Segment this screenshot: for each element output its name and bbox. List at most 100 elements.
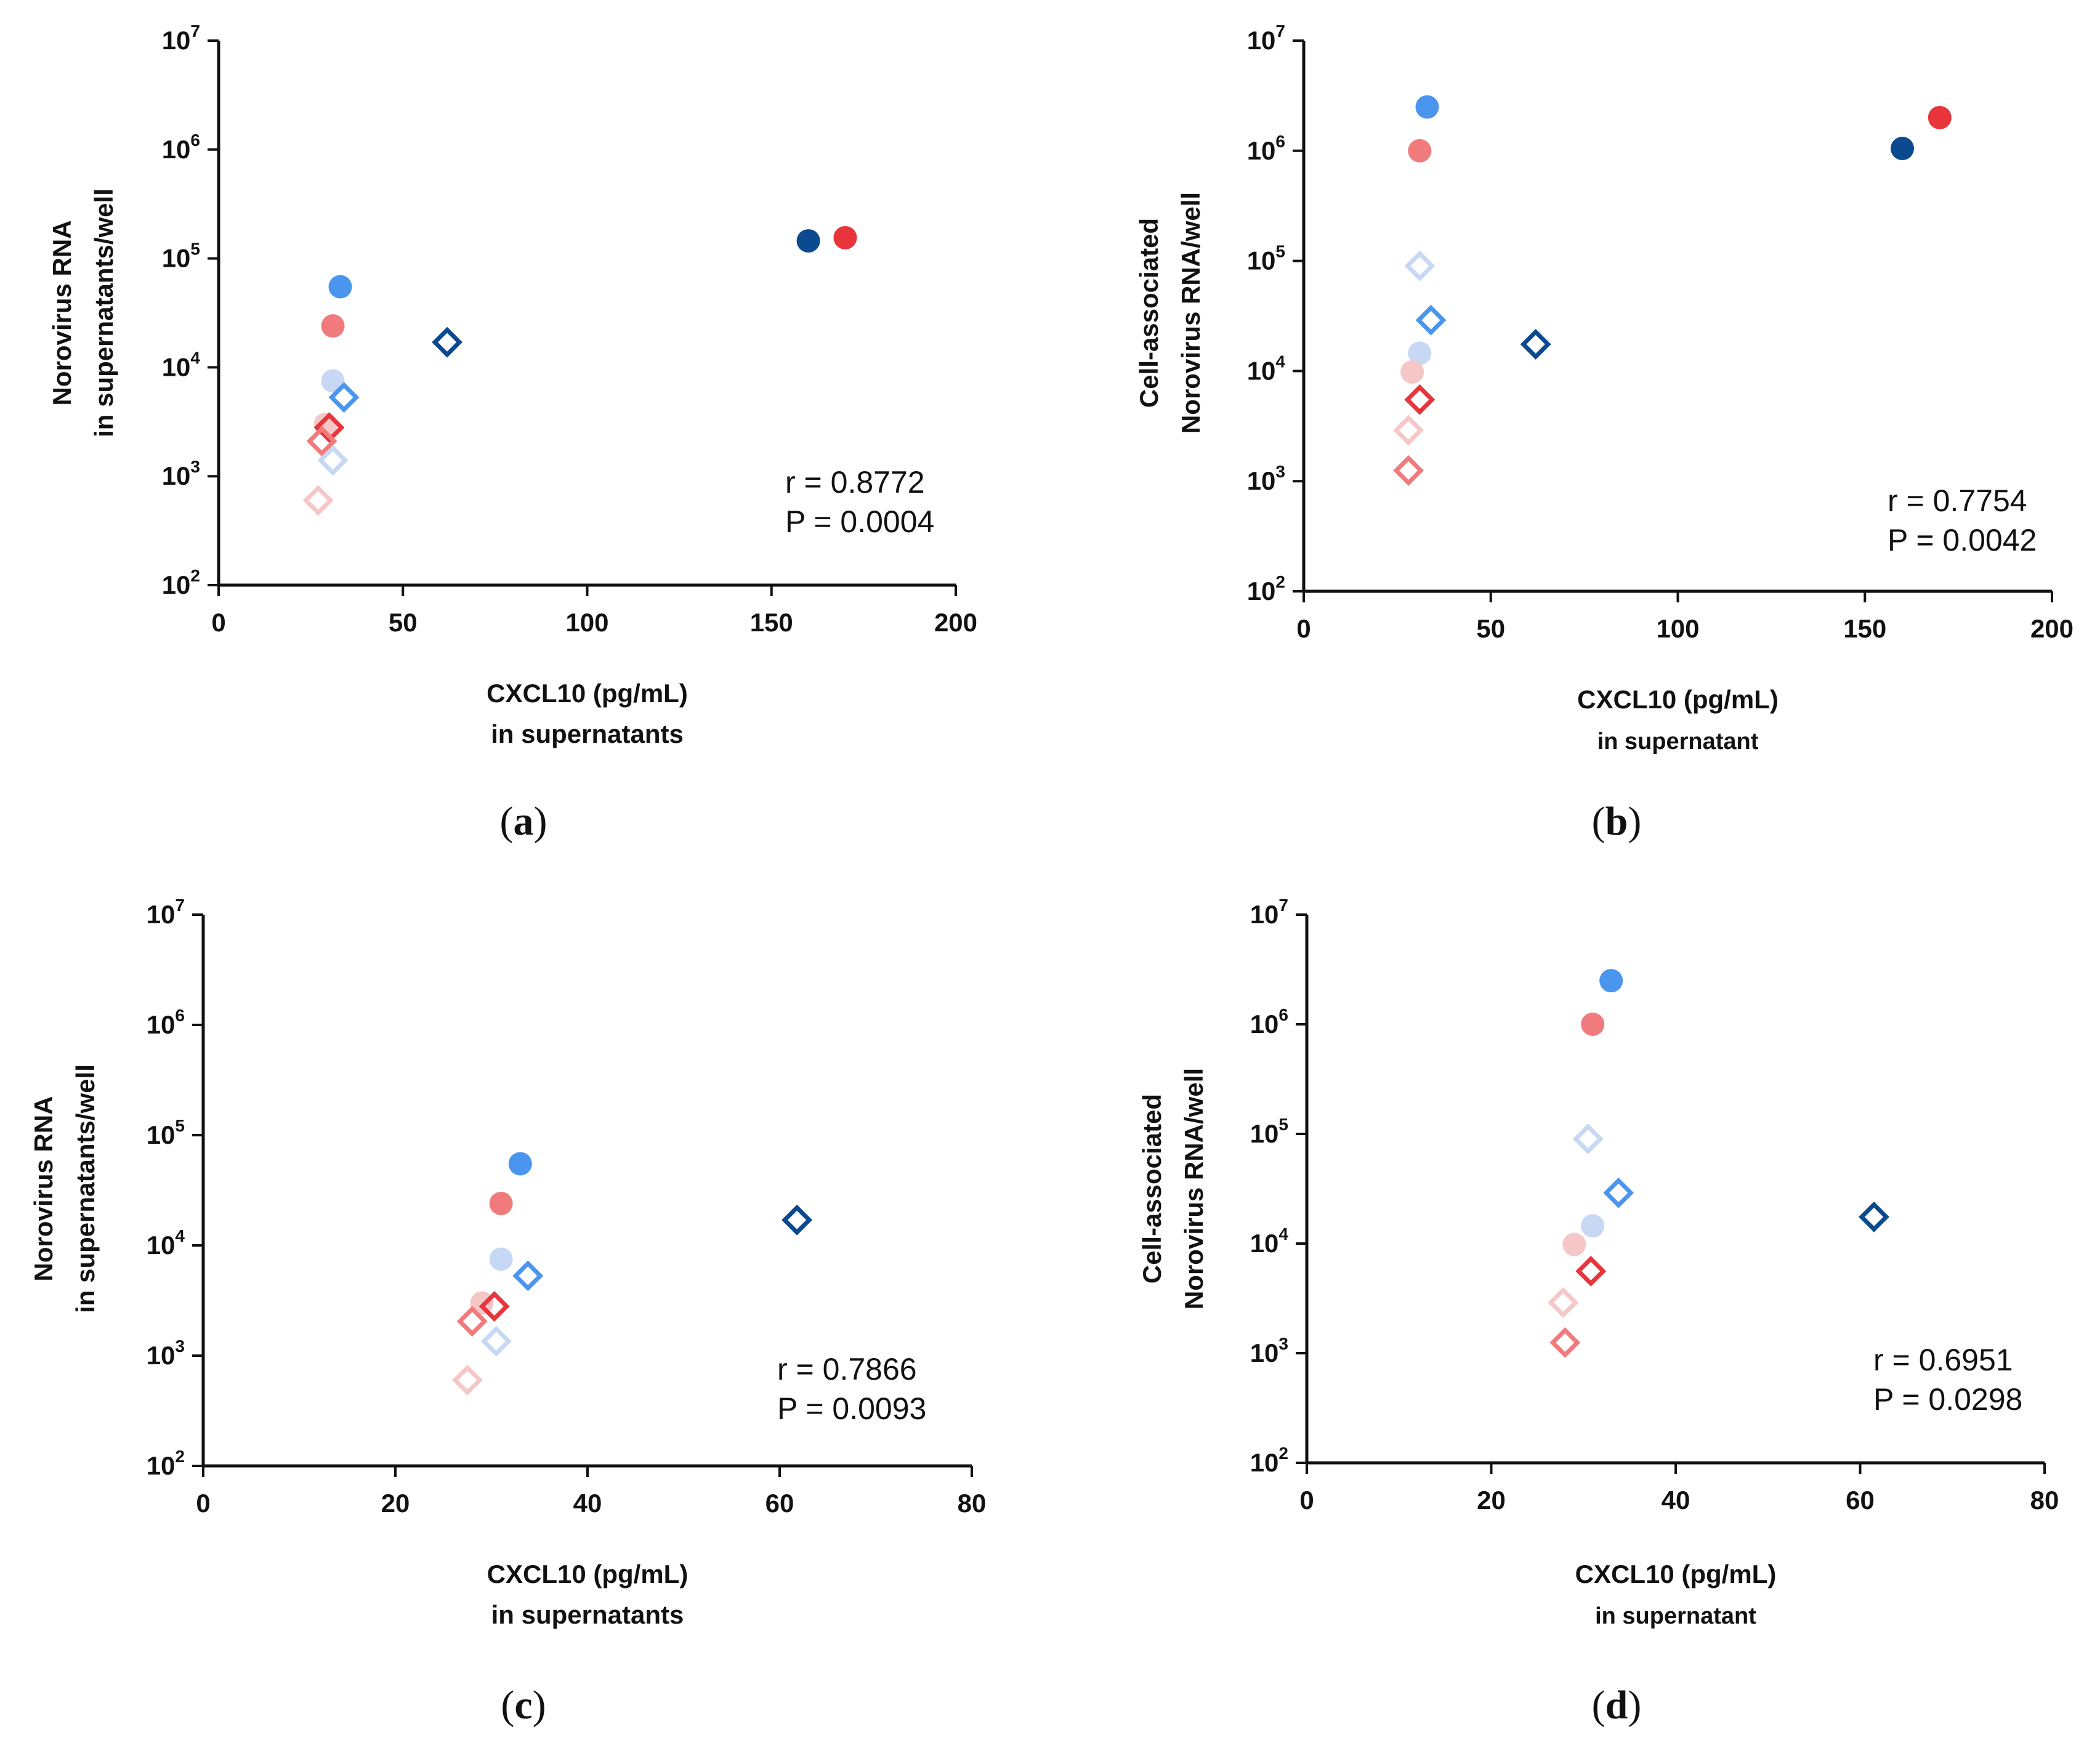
y-tick-label: 107 (162, 22, 200, 55)
data-point-diamond (313, 412, 345, 443)
data-point-diamond (1393, 455, 1424, 486)
data-point-circle (1408, 341, 1432, 365)
x-tick-label: 100 (1656, 614, 1699, 643)
data-point-diamond (317, 445, 349, 476)
y-tick-label: 106 (147, 1006, 185, 1039)
data-point-diamond (452, 1364, 483, 1396)
correlation-r-label: r = 0.8772 (785, 465, 925, 500)
y-tick-label: 106 (1247, 132, 1285, 165)
correlation-r-label: r = 0.7754 (1888, 484, 2027, 518)
chart-panel-a: 0 50 100 150 200 102 103 104 105 106 107 Norovirus … (47, 22, 977, 844)
y-tick-label: 106 (1250, 1005, 1288, 1038)
data-point-diamond (480, 1325, 512, 1357)
data-point-circle (1581, 1013, 1605, 1036)
x-tick-label: 0 (211, 608, 225, 637)
x-tick-label: 20 (1477, 1486, 1506, 1515)
p-value-label: P = 0.0298 (1873, 1382, 2022, 1417)
y-tick-label: 107 (1247, 22, 1285, 55)
x-tick-label: 0 (1296, 614, 1310, 643)
data-point-diamond (302, 485, 334, 516)
y-tick-label: 103 (147, 1337, 185, 1370)
y-tick-label: 104 (162, 348, 201, 381)
data-point-circle (328, 275, 352, 299)
x-axis-label: in supernatant (1597, 729, 1759, 755)
correlation-r-label: r = 0.6951 (1873, 1343, 2013, 1377)
data-point-circle (1581, 1214, 1605, 1238)
x-tick-label: 150 (1843, 614, 1886, 643)
y-tick-label: 104 (147, 1226, 185, 1260)
x-tick-label: 20 (381, 1489, 410, 1518)
data-point-circle (833, 225, 857, 249)
y-tick-label: 102 (162, 566, 200, 599)
y-tick-label: 104 (1250, 1224, 1289, 1258)
data-point-diamond (512, 1260, 544, 1292)
x-tick-label: 50 (1476, 614, 1505, 643)
x-tick-label: 100 (565, 608, 608, 637)
data-point-circle (1928, 105, 1952, 129)
x-tick-label: 60 (765, 1489, 794, 1518)
panel-caption: (d) (1592, 1683, 1642, 1728)
y-axis-label: Norovirus RNA in supernatants/well (47, 188, 118, 437)
y-tick-label: 104 (1247, 352, 1286, 385)
x-tick-label: 0 (196, 1489, 210, 1518)
y-tick-label: 102 (1250, 1444, 1288, 1477)
data-point-circle (489, 1191, 513, 1215)
x-tick-label: 0 (1299, 1486, 1314, 1515)
y-tick-label: 103 (1247, 462, 1285, 495)
p-value-label: P = 0.0004 (785, 504, 934, 539)
data-point-diamond (781, 1204, 813, 1236)
data-point-diamond (1520, 328, 1551, 360)
data-point-diamond (1548, 1287, 1579, 1318)
data-point-circle (1415, 95, 1439, 119)
data-point-diamond (328, 382, 360, 413)
correlation-r-label: r = 0.7866 (777, 1352, 917, 1386)
y-axis-label: Cell-associated Norovirus RNA/well (1134, 192, 1205, 434)
data-point-circle (1400, 360, 1424, 384)
x-axis-label: in supernatants (491, 1600, 684, 1629)
y-tick-label: 105 (162, 240, 200, 273)
x-axis-label: in supernatant (1595, 1603, 1756, 1629)
y-tick-label: 106 (162, 131, 200, 164)
data-point-circle (321, 314, 345, 338)
y-tick-label: 102 (1247, 572, 1285, 605)
data-point-diamond (1549, 1327, 1581, 1358)
x-axis-label: CXCL10 (pg/mL) (487, 1560, 689, 1588)
data-point-diamond (1575, 1255, 1607, 1287)
panel-caption: (b) (1592, 799, 1642, 844)
data-point-diamond (1415, 304, 1447, 336)
data-point-diamond (306, 426, 337, 457)
p-value-label: P = 0.0042 (1888, 523, 2037, 557)
x-axis-label: in supernatants (491, 719, 684, 748)
x-tick-label: 200 (934, 608, 977, 637)
data-point-circle (470, 1291, 494, 1315)
data-point-diamond (1393, 415, 1424, 446)
data-point-diamond (432, 326, 463, 358)
y-axis-label: Norovirus RNA in supernatants/well (29, 1064, 100, 1313)
chart-panel-c: 0 20 40 60 80 102 103 104 105 106 107 Norovirus RNA… (29, 896, 986, 1728)
data-point-diamond (1404, 250, 1436, 281)
x-axis-label: CXCL10 (pg/mL) (487, 679, 688, 708)
x-tick-label: 40 (573, 1489, 602, 1518)
x-tick-label: 60 (1846, 1486, 1875, 1515)
x-tick-label: 50 (389, 608, 418, 637)
p-value-label: P = 0.0093 (777, 1391, 926, 1426)
x-axis-label: CXCL10 (pg/mL) (1575, 1560, 1777, 1588)
data-point-diamond (456, 1306, 488, 1337)
y-tick-label: 105 (1247, 242, 1285, 275)
y-tick-label: 102 (147, 1447, 185, 1480)
x-tick-label: 200 (2030, 614, 2074, 643)
x-tick-label: 80 (958, 1489, 987, 1518)
data-point-circle (796, 229, 820, 253)
data-point-circle (1891, 137, 1914, 161)
data-point-circle (508, 1152, 532, 1176)
data-point-diamond (1603, 1177, 1634, 1208)
data-point-diamond (1572, 1123, 1604, 1155)
data-point-diamond (1859, 1201, 1889, 1232)
panel-caption: (a) (500, 799, 547, 844)
data-point-circle (321, 369, 345, 393)
x-axis-label: CXCL10 (pg/mL) (1577, 685, 1779, 714)
chart-panel-d: 0 20 40 60 80 102 103 104 105 106 107 Cell-associat… (1137, 896, 2059, 1728)
y-tick-label: 107 (1250, 896, 1288, 929)
y-tick-label: 103 (1250, 1334, 1288, 1367)
